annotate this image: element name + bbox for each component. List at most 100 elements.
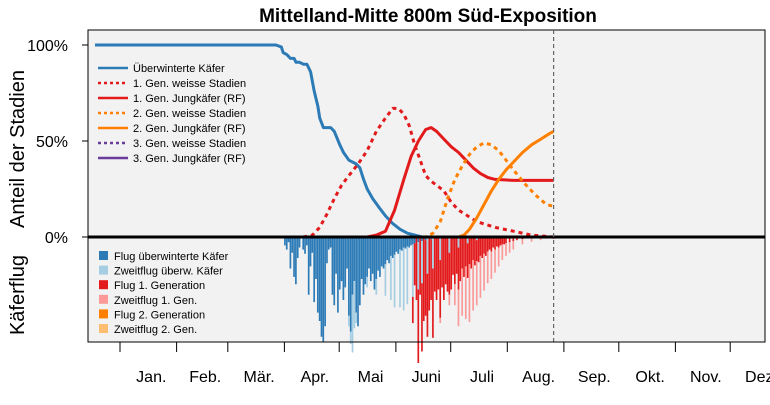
flight-bar-flug-uberwinterte-kafer — [393, 237, 396, 255]
flight-bar-flug-1-generation — [450, 237, 453, 290]
flight-bar-zweitflug-1-gen — [448, 294, 451, 306]
flight-bar-flug-1-generation — [485, 237, 487, 256]
flight-bar-flug-1-generation — [486, 237, 489, 252]
flight-bar-flug-uberwinterte-kafer — [342, 237, 345, 300]
flight-bar-flug-uberwinterte-kafer — [304, 237, 306, 254]
flight-legend-label-zweitflug-uberw-kafer: Zweitflug überw. Käfer — [114, 266, 223, 278]
x-tick-label-juli: Juli — [470, 369, 494, 386]
flight-legend-label-flug-2-generation: Flug 2. Generation — [114, 309, 205, 321]
chart-title: Mittelland-Mitte 800m Süd-Exposition — [259, 6, 597, 27]
series-line-1-gen-weisse-stadien — [95, 106, 554, 239]
flight-bar-flug-uberwinterte-kafer — [371, 237, 374, 274]
flight-bar-flug-1-generation — [464, 237, 467, 267]
flight-bar-flug-1-generation — [496, 237, 498, 247]
flight-bar-flug-uberwinterte-kafer — [377, 237, 379, 271]
y-ticks: 100% 50% 0% — [27, 38, 88, 247]
stage-legend: Überwinterte Käfer 1. Gen. weisse Stadien… — [98, 63, 246, 165]
flight-bar-flug-uberwinterte-kafer — [289, 237, 292, 269]
flight-legend-swatch-flug-uberwinterte-kafer — [99, 251, 108, 260]
x-tick-label-nov: Nov. — [690, 369, 722, 386]
flight-bar-flug-uberwinterte-kafer — [284, 237, 286, 246]
flight-bar-zweitflug-1-gen — [530, 238, 533, 242]
flight-bar-flug-uberwinterte-kafer — [397, 237, 400, 254]
flight-bar-zweitflug-1-gen — [453, 284, 456, 306]
flight-bar-flug-uberwinterte-kafer — [391, 237, 394, 258]
flight-bar-flug-uberwinterte-kafer — [324, 237, 326, 327]
x-tick-label-aug: Aug. — [522, 369, 555, 386]
flight-bar-flug-1-generation — [432, 268, 434, 338]
flight-bar-flug-uberwinterte-kafer — [353, 237, 356, 282]
flight-bar-flug-1-generation — [439, 260, 442, 318]
y-axis-label-top: Anteil der Stadien — [7, 70, 29, 228]
flight-bar-zweitflug-uberw-kafer — [457, 237, 460, 248]
y-tick-label-100: 100% — [27, 38, 68, 55]
x-tick-label-sep: Sep. — [578, 369, 611, 386]
flight-bar-flug-1-generation — [441, 237, 443, 288]
flight-bar-flug-uberwinterte-kafer — [410, 237, 412, 246]
flight-bar-flug-uberwinterte-kafer — [349, 237, 352, 332]
flight-bar-flug-uberwinterte-kafer — [291, 237, 294, 253]
flight-bar-zweitflug-1-gen — [461, 268, 463, 316]
flight-bar-flug-1-generation — [474, 237, 476, 266]
flight-bar-flug-uberwinterte-kafer — [362, 237, 365, 295]
x-tick-label-okt: Okt. — [635, 369, 664, 386]
flight-bar-flug-1-generation — [505, 237, 507, 244]
series-line-1-gen-jungkafer-rf — [95, 126, 554, 239]
flight-bar-flug-1-generation — [488, 237, 491, 250]
flight-bar-flug-uberwinterte-kafer — [401, 237, 403, 251]
flight-bar-flug-uberwinterte-kafer — [413, 237, 416, 244]
flight-bar-zweitflug-uberw-kafer — [406, 246, 409, 305]
flight-bar-flug-uberwinterte-kafer — [373, 237, 376, 290]
series-line-2-gen-weisse-stadien — [95, 141, 554, 239]
flight-bar-flug-uberwinterte-kafer — [327, 237, 330, 250]
flight-bar-zweitflug-1-gen — [475, 261, 478, 306]
flight-bar-flug-uberwinterte-kafer — [322, 237, 325, 342]
flight-legend-swatch-zweitflug-2-gen — [99, 324, 108, 333]
flight-bar-flug-uberwinterte-kafer — [313, 237, 315, 303]
x-tick-label-mar: Mär. — [244, 369, 275, 386]
flight-bar-flug-1-generation — [453, 237, 456, 285]
flight-bar-flug-uberwinterte-kafer — [338, 237, 341, 290]
legend-label-1-gen-jungkafer-rf: 1. Gen. Jungkäfer (RF) — [133, 93, 246, 105]
y-tick-label-50: 50% — [36, 134, 68, 151]
flight-bar-flug-uberwinterte-kafer — [333, 237, 336, 306]
flight-bar-flug-uberwinterte-kafer — [399, 237, 401, 250]
flight-bar-flug-uberwinterte-kafer — [417, 237, 420, 243]
flight-bar-zweitflug-uberw-kafer — [417, 242, 420, 290]
flight-bar-flug-1-generation — [472, 237, 474, 261]
flight-bar-flug-uberwinterte-kafer — [382, 237, 385, 269]
x-tick-label-dez: Dez. — [745, 369, 770, 386]
flight-bar-flug-1-generation — [437, 237, 440, 290]
flight-bar-flug-1-generation — [503, 237, 505, 245]
flight-bar-flug-1-generation — [516, 237, 518, 241]
flight-bar-flug-1-generation — [411, 296, 414, 324]
flight-bar-flug-1-generation — [426, 273, 429, 337]
flight-bar-zweitflug-1-gen — [483, 253, 485, 291]
flight-legend-swatch-flug-2-generation — [99, 309, 108, 319]
flight-bar-flug-uberwinterte-kafer — [406, 237, 409, 247]
flight-bar-zweitflug-1-gen — [497, 247, 500, 267]
flight-bar-zweitflug-1-gen — [468, 264, 471, 323]
flight-bar-zweitflug-1-gen — [439, 317, 442, 324]
flight-bar-zweitflug-uberw-kafer — [348, 315, 350, 327]
legend-label-uberwinterte-kafer: Überwinterte Käfer — [133, 63, 225, 75]
flight-bar-zweitflug-uberw-kafer — [399, 249, 401, 308]
flight-bar-zweitflug-uberw-kafer — [402, 247, 405, 311]
flight-bar-flug-1-generation — [455, 237, 458, 274]
flight-bar-flug-uberwinterte-kafer — [296, 237, 299, 258]
flight-bar-flug-1-generation — [512, 237, 515, 242]
flight-bar-zweitflug-uberw-kafer — [375, 279, 378, 295]
flight-bar-flug-1-generation — [508, 237, 511, 243]
flight-legend-label-flug-1-generation: Flug 1. Generation — [114, 280, 205, 292]
flight-bar-zweitflug-1-gen — [486, 251, 489, 284]
flight-bar-flug-uberwinterte-kafer — [384, 237, 387, 265]
flight-bar-zweitflug-uberw-kafer — [353, 281, 356, 329]
flight-bar-flug-1-generation — [494, 237, 496, 250]
flight-bar-zweitflug-uberw-kafer — [390, 255, 392, 300]
flight-bar-zweitflug-uberw-kafer — [475, 237, 478, 241]
flight-bar-flug-uberwinterte-kafer — [348, 237, 350, 316]
flight-bar-zweitflug-1-gen — [501, 244, 504, 261]
flight-bar-flug-uberwinterte-kafer — [421, 237, 423, 242]
flight-bar-zweitflug-1-gen — [521, 239, 524, 245]
